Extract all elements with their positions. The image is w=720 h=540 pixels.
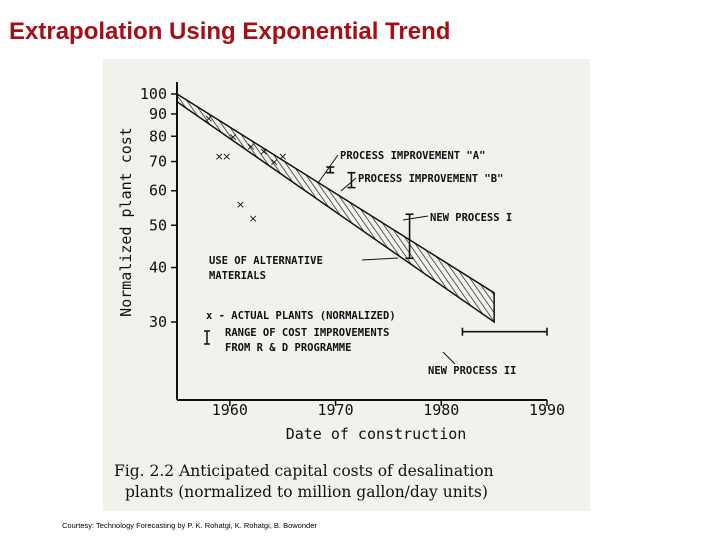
legend-range-1: RANGE OF COST IMPROVEMENTS (225, 327, 389, 339)
new-process-ii-range (461, 327, 548, 336)
x-tick-label: 1980 (423, 401, 459, 419)
annotation-alt-materials-2: MATERIALS (209, 270, 266, 282)
y-tick-label: 50 (149, 216, 167, 234)
x-tick-label: 1970 (318, 401, 354, 419)
slide-title: Extrapolation Using Exponential Trend (9, 18, 451, 45)
leader-alt-materials (361, 257, 399, 261)
y-tick-label: 90 (149, 105, 167, 123)
actual-plant-point: × (259, 145, 268, 158)
legend-actual-plants: x - ACTUAL PLANTS (NORMALIZED) (206, 310, 396, 322)
x-tick-label: 1990 (529, 401, 565, 419)
x-tick-label: 1960 (212, 401, 248, 419)
y-tick-label: 40 (149, 259, 167, 277)
actual-plant-point: × (270, 156, 279, 169)
actual-plant-point: × (246, 140, 255, 153)
annotation-process-a: PROCESS IMPROVEMENT "A" (340, 150, 485, 162)
leader-new-process-ii (442, 351, 456, 365)
annotation-new-process-ii: NEW PROCESS II (428, 365, 517, 377)
actual-plant-point: × (236, 198, 245, 211)
leader-process-b (340, 177, 357, 192)
legend-range-icon (204, 330, 210, 345)
annotation-alt-materials-1: USE OF ALTERNATIVE (209, 255, 323, 267)
leader-new-process-i (402, 215, 429, 221)
actual-plant-point: × (215, 150, 224, 163)
legend-range-2: FROM R & D PROGRAMME (225, 342, 351, 354)
x-axis-label: Date of construction (286, 425, 467, 443)
range-bar (405, 213, 414, 260)
y-tick-label: 60 (149, 182, 167, 200)
actual-plant-point: × (278, 150, 287, 163)
y-axis-label: Normalized plant cost (117, 127, 135, 317)
y-tick-label: 30 (149, 313, 167, 331)
trend-band (176, 92, 495, 324)
figure-caption-line-1: Fig. 2.2 Anticipated capital costs of de… (114, 462, 494, 480)
y-tick-label: 100 (140, 85, 167, 103)
range-bar (347, 171, 356, 189)
annotation-process-b: PROCESS IMPROVEMENT "B" (358, 173, 503, 185)
courtesy-note: Courtesy: Technology Forecasting by P. K… (62, 521, 317, 530)
annotation-new-process-i: NEW PROCESS I (430, 212, 512, 224)
actual-plant-point: × (249, 212, 258, 225)
scanned-figure (103, 59, 590, 511)
actual-plant-point: × (222, 150, 231, 163)
y-tick-label: 70 (149, 153, 167, 171)
leader-process-a (317, 154, 339, 184)
figure-caption-line-2: plants (normalized to million gallon/day… (125, 483, 488, 501)
actual-plant-point: × (228, 130, 237, 143)
actual-plant-point: × (204, 112, 213, 125)
range-bar (326, 166, 335, 174)
y-tick-label: 80 (149, 127, 167, 145)
